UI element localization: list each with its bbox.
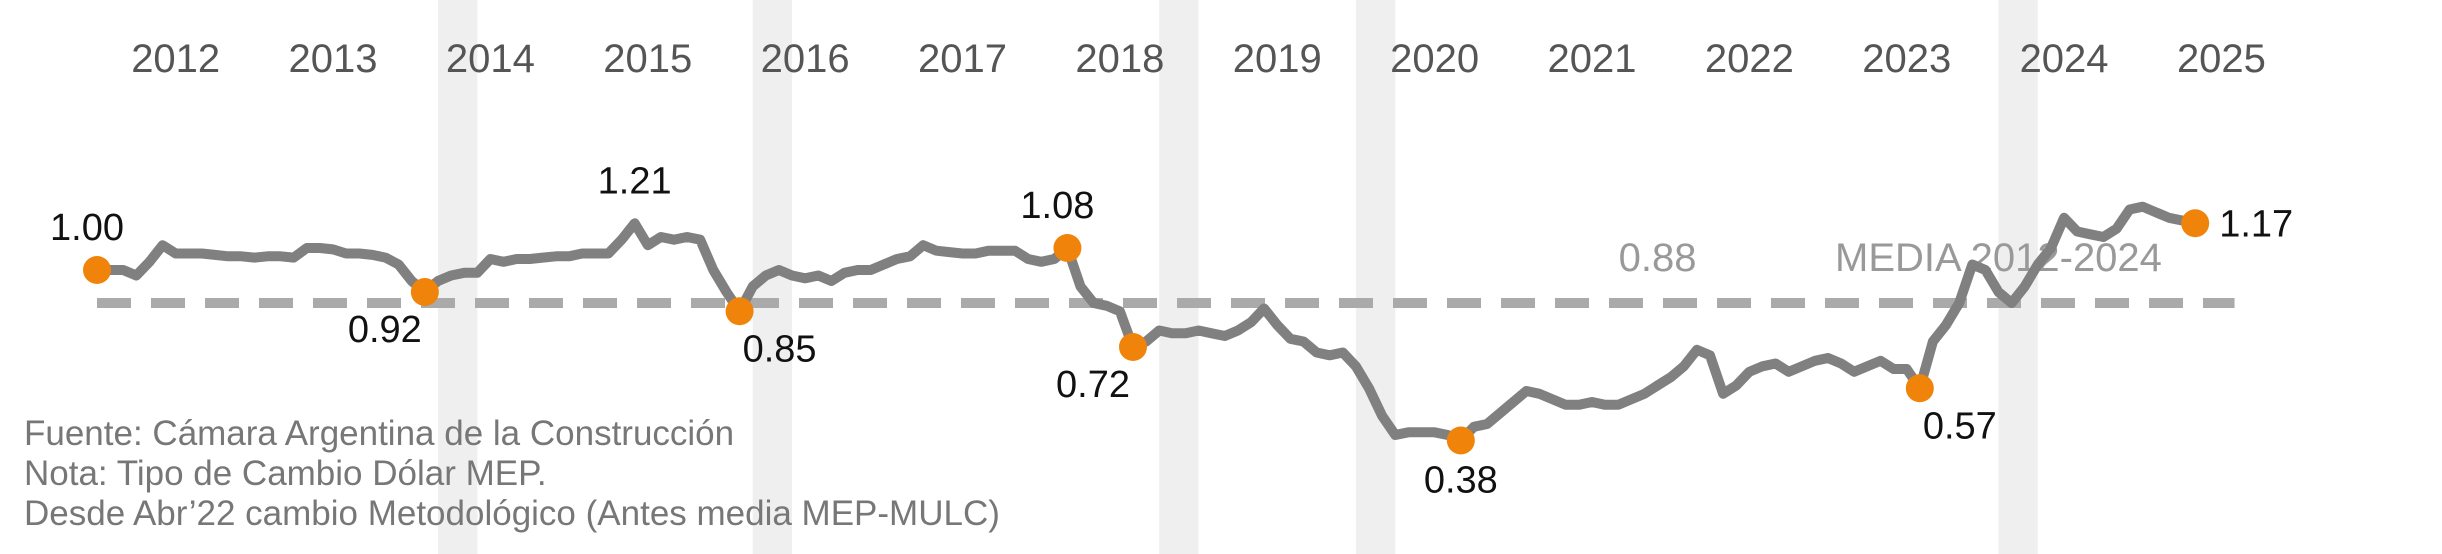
year-label-2019: 2019: [1233, 37, 1322, 81]
point-marker-0.57: [1905, 374, 1934, 403]
year-label-2016: 2016: [761, 37, 850, 81]
point-label-0.72: 0.72: [1056, 364, 1130, 406]
point-labels: 1.00 0.92 1.21 0.85 1.08 0.72 0.38 0.57 1.17: [50, 160, 2293, 501]
point-marker-1.08: [1053, 234, 1082, 262]
chart-notes: Fuente: Cámara Argentina de la Construcc…: [24, 414, 1000, 534]
point-label-0.85: 0.85: [743, 328, 817, 370]
year-label-2015: 2015: [603, 37, 692, 81]
point-markers: [83, 209, 2210, 455]
mean-line-label: MEDIA 2012-2024: [1835, 236, 2162, 280]
year-label-2021: 2021: [1547, 37, 1636, 81]
year-label-2020: 2020: [1390, 37, 1479, 81]
point-label-1.17: 1.17: [2219, 203, 2293, 245]
point-marker-1.00: [83, 256, 111, 284]
year-label-2023: 2023: [1862, 37, 1951, 81]
series-line-layer: [92, 201, 2201, 446]
point-marker-0.72: [1118, 333, 1147, 361]
shaded-period-4: [1355, 0, 1396, 554]
mean-value-label: 0.88: [1619, 236, 1697, 280]
methodology-change-note: Desde Abr’22 cambio Metodológico (Antes …: [24, 494, 1000, 533]
point-label-0.57: 0.57: [1923, 405, 1997, 447]
year-label-2012: 2012: [131, 37, 220, 81]
series-line-1: [92, 201, 2201, 446]
point-marker-0.85: [725, 297, 754, 326]
point-marker-0.92: [410, 278, 439, 306]
point-label-1.08: 1.08: [1020, 185, 1094, 227]
source-note: Fuente: Cámara Argentina de la Construcc…: [24, 414, 735, 453]
methodology-note: Nota: Tipo de Cambio Dólar MEP.: [24, 454, 547, 493]
point-label-1.00: 1.00: [50, 207, 124, 249]
point-label-1.21: 1.21: [598, 160, 672, 202]
year-label-2013: 2013: [289, 37, 378, 81]
year-label-2017: 2017: [918, 37, 1007, 81]
year-label-2022: 2022: [1705, 37, 1794, 81]
shaded-period-3: [1159, 0, 1199, 554]
year-label-2018: 2018: [1075, 37, 1164, 81]
point-marker-0.38: [1446, 426, 1475, 455]
year-label-2024: 2024: [2020, 37, 2109, 81]
point-label-0.38: 0.38: [1424, 460, 1498, 502]
year-label-2014: 2014: [446, 37, 535, 81]
year-axis-labels: 2012 2013 2014 2015 2016 2017 2018 2019 2020 2021…: [131, 37, 2266, 81]
point-marker-1.17: [2181, 209, 2210, 238]
mean-reference-line: 0.88 MEDIA 2012-2024: [97, 236, 2235, 308]
year-label-2025: 2025: [2177, 37, 2266, 81]
point-label-0.92: 0.92: [348, 309, 422, 351]
